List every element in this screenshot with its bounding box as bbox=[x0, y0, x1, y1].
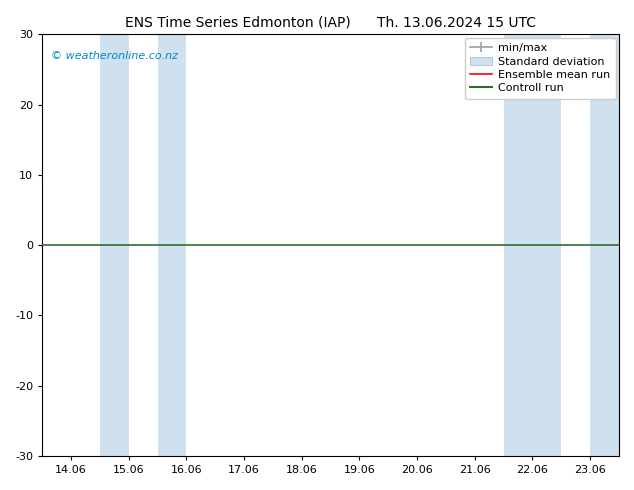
Bar bbox=[503, 34, 533, 456]
Legend: min/max, Standard deviation, Ensemble mean run, Controll run: min/max, Standard deviation, Ensemble me… bbox=[465, 38, 616, 99]
Bar bbox=[157, 34, 186, 456]
Title: ENS Time Series Edmonton (IAP)      Th. 13.06.2024 15 UTC: ENS Time Series Edmonton (IAP) Th. 13.06… bbox=[125, 15, 536, 29]
Bar bbox=[590, 34, 619, 456]
Bar bbox=[533, 34, 561, 456]
Bar bbox=[100, 34, 129, 456]
Text: © weatheronline.co.nz: © weatheronline.co.nz bbox=[51, 51, 178, 61]
